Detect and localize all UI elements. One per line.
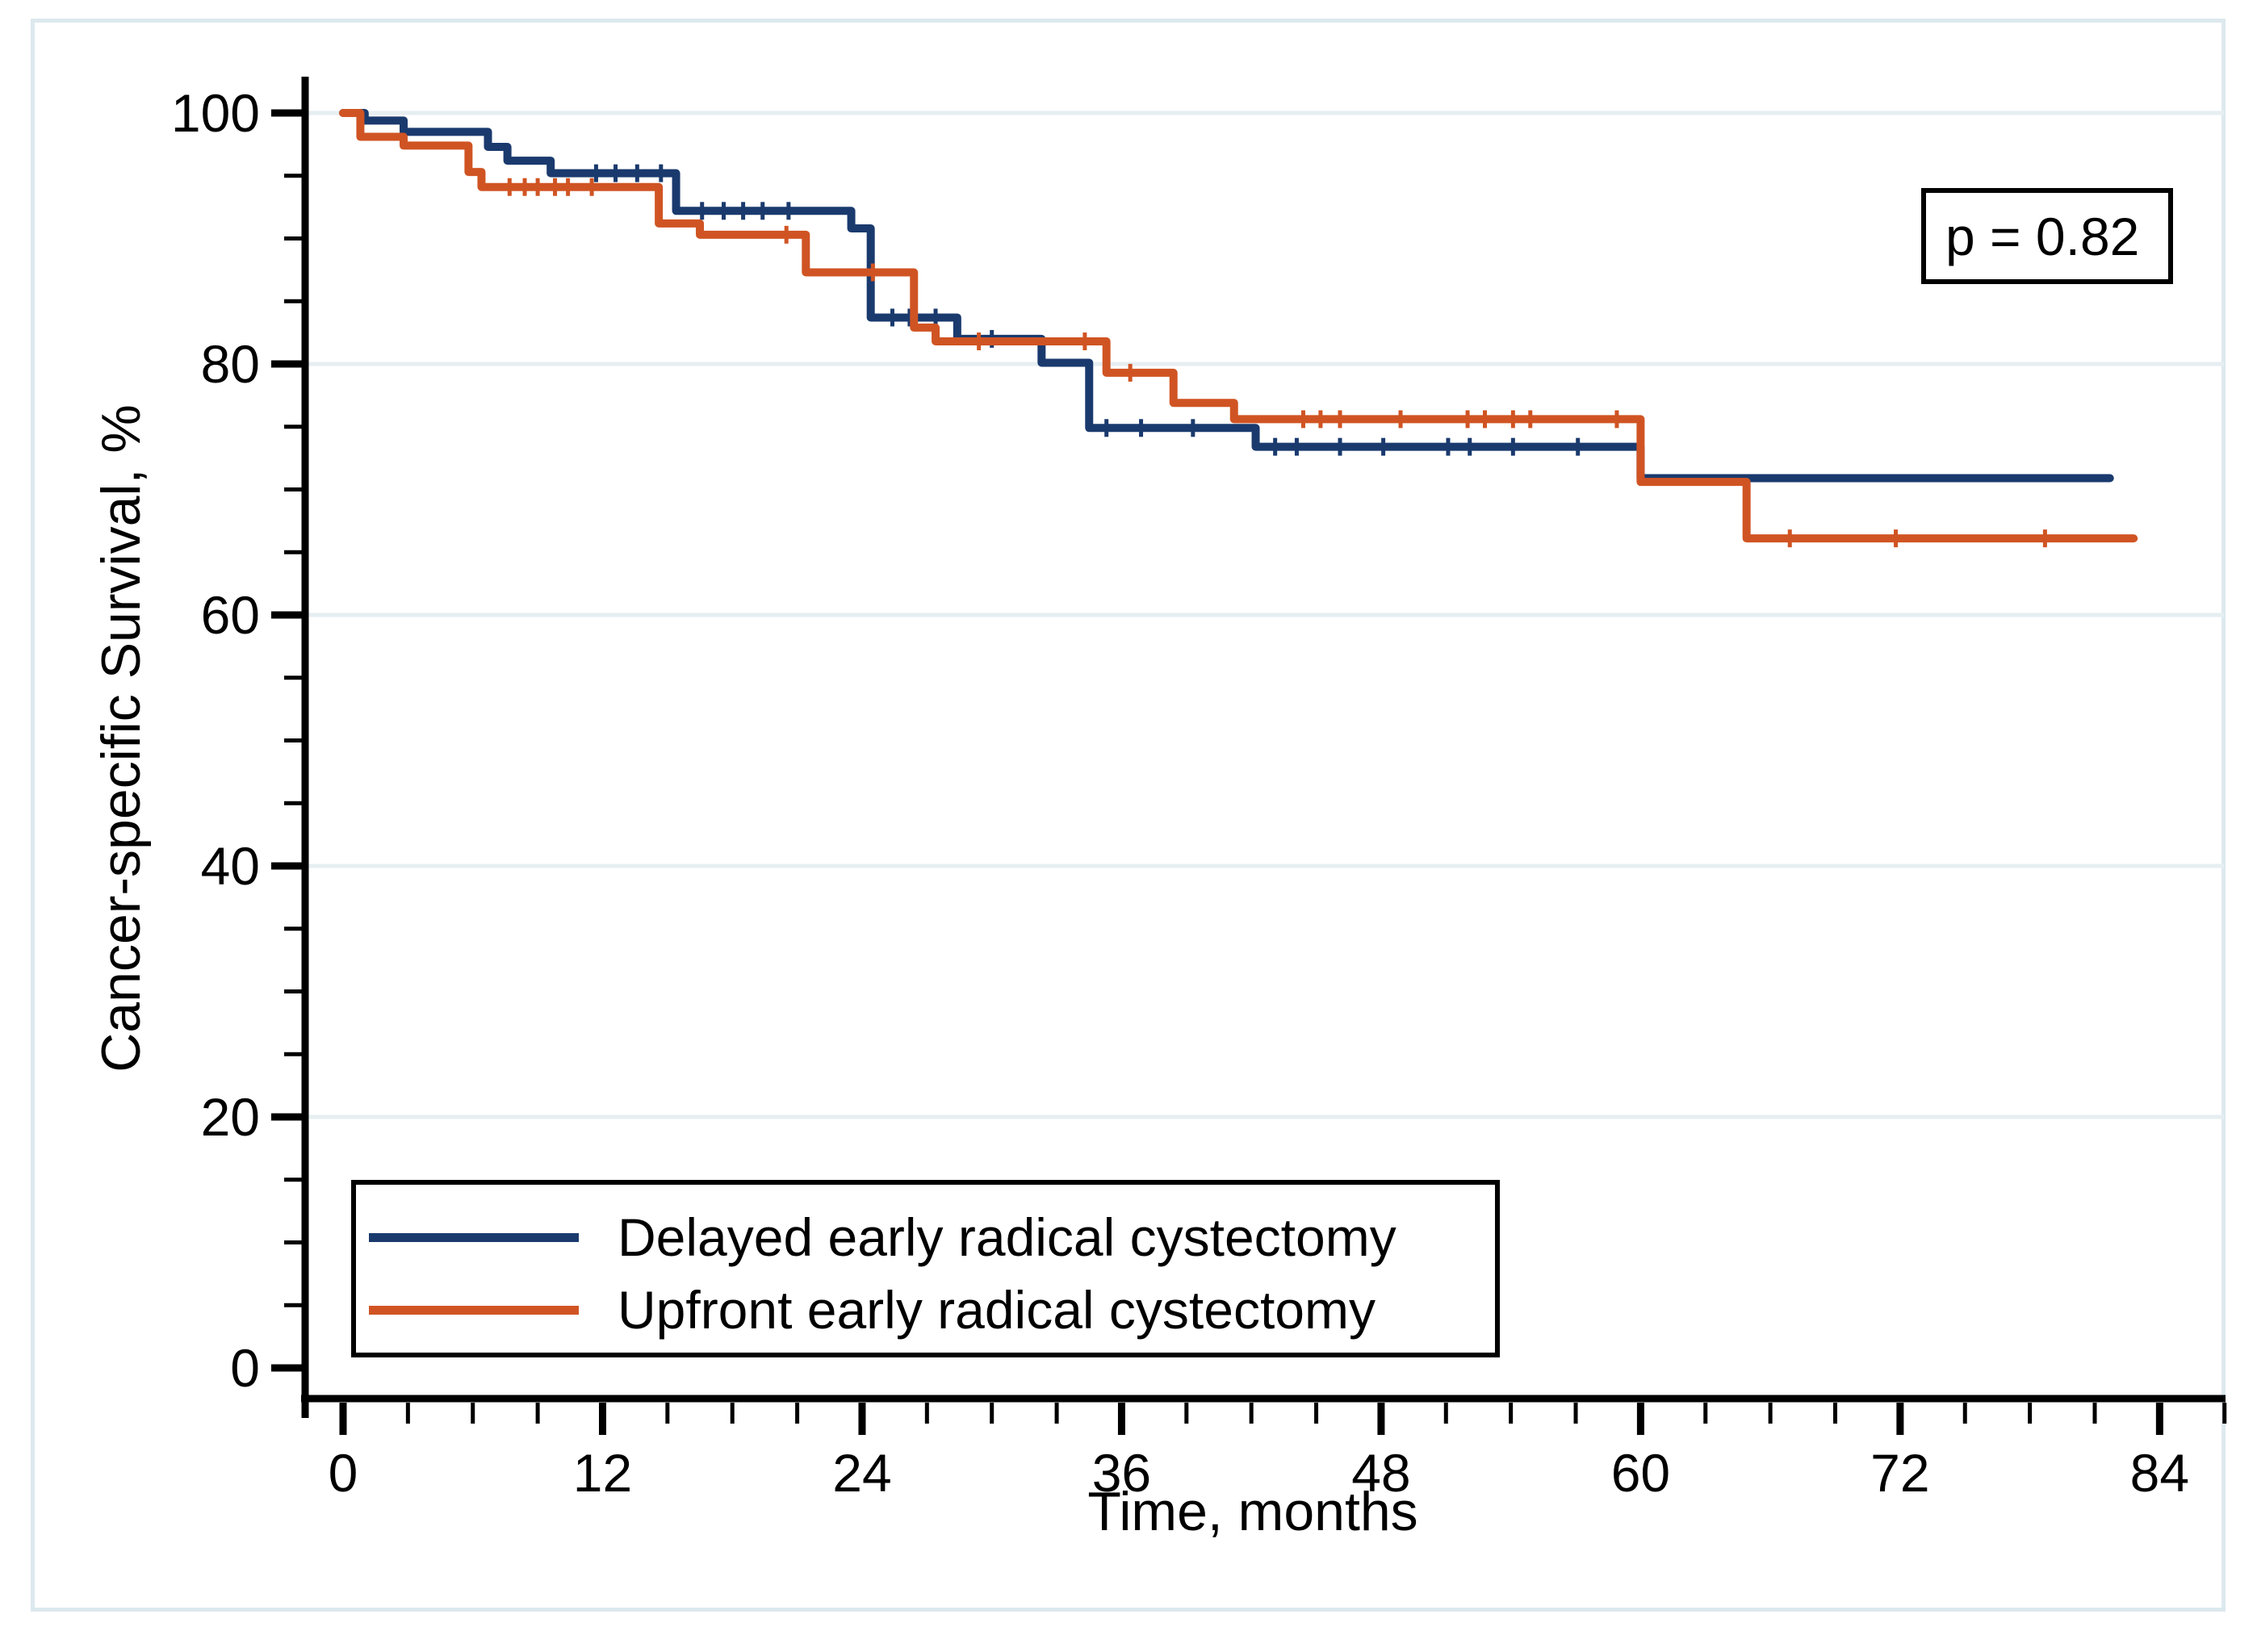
y-tick-label-0: 0 xyxy=(230,1338,260,1398)
legend-item-upfront: Upfront early radical cystectomy xyxy=(356,1280,1495,1340)
p-value-text: p = 0.82 xyxy=(1945,206,2140,266)
legend-swatch-upfront-line xyxy=(369,1305,579,1315)
x-tick-label-24: 24 xyxy=(832,1443,891,1503)
x-tick-label-60: 60 xyxy=(1611,1443,1670,1503)
x-axis-title: Time, months xyxy=(1087,1481,1418,1542)
legend-item-delayed: Delayed early radical cystectomy xyxy=(356,1207,1495,1267)
x-tick-label-36: 36 xyxy=(1092,1443,1151,1503)
y-tick-label-80: 80 xyxy=(201,334,260,394)
x-tick-label-0: 0 xyxy=(329,1443,358,1503)
legend-swatch-delayed-line xyxy=(369,1232,579,1242)
legend-label-upfront: Upfront early radical cystectomy xyxy=(618,1280,1376,1340)
p-value-box: p = 0.82 xyxy=(1921,188,2173,284)
x-tick-label-48: 48 xyxy=(1351,1443,1410,1503)
figure-frame xyxy=(31,19,2226,1612)
x-tick-label-12: 12 xyxy=(573,1443,632,1503)
y-axis-title: Cancer-specific Survival, % xyxy=(90,404,152,1073)
y-tick-label-60: 60 xyxy=(201,585,260,645)
x-tick-label-84: 84 xyxy=(2130,1443,2189,1503)
y-tick-label-100: 100 xyxy=(171,83,260,143)
legend-label-delayed: Delayed early radical cystectomy xyxy=(618,1207,1396,1267)
survival-curve-delayed xyxy=(339,109,2114,483)
y-tick-label-40: 40 xyxy=(201,836,260,896)
x-tick-label-72: 72 xyxy=(1870,1443,1929,1503)
y-tick-label-20: 20 xyxy=(201,1087,260,1147)
legend-box: Delayed early radical cystectomy Upfront… xyxy=(351,1180,1500,1357)
